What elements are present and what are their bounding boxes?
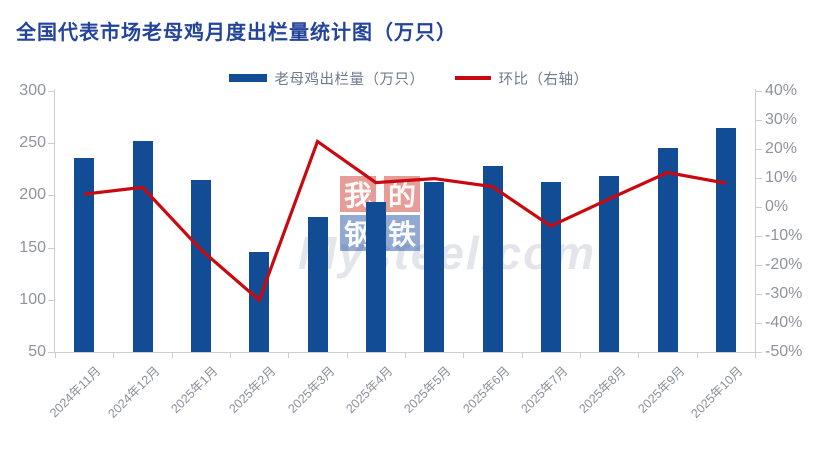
y-axis-left-line (54, 89, 55, 353)
bar-2025年5月 (424, 181, 445, 352)
chart-title: 全国代表市场老母鸡月度出栏量统计图（万只） (16, 22, 457, 44)
x-axis-tick (580, 353, 581, 358)
y-axis-left-tick (48, 299, 54, 301)
x-axis-tick (230, 353, 231, 358)
y-axis-right-tick-label: 10% (765, 169, 798, 186)
x-axis-tick (696, 353, 698, 358)
x-axis-tick (638, 353, 640, 358)
legend-item-bar-series: 老母鸡出栏量（万只） (228, 68, 425, 89)
y-axis-right-tick-label: 20% (765, 140, 798, 157)
y-axis-right-tick-label: -20% (765, 256, 803, 273)
y-axis-left-tick (48, 91, 54, 92)
y-axis-right-tick (756, 236, 762, 237)
y-axis-right-tick-label: -40% (765, 314, 803, 331)
legend-label-line-series: 环比（右轴） (498, 71, 589, 88)
x-axis-label: 2024年11月 (47, 363, 104, 421)
watermark-char: 的 (384, 176, 420, 212)
x-axis-label: 2024年12月 (105, 363, 163, 421)
y-axis-left-tick (48, 247, 54, 249)
y-axis-right-line (755, 89, 756, 353)
x-axis-label: 2025年10月 (688, 363, 746, 421)
legend: 老母鸡出栏量（万只） 环比（右轴） (0, 68, 817, 88)
y-axis-right-tick-label: 30% (765, 111, 798, 128)
y-axis-right-tick-label: -50% (765, 343, 803, 360)
y-axis-right-tick (756, 149, 762, 150)
x-axis-label: 2025年9月 (635, 363, 688, 416)
line-series-swatch-icon (454, 76, 491, 80)
x-axis-tick (346, 353, 348, 358)
y-axis-right-tick (756, 178, 762, 179)
x-axis-label: 2025年8月 (576, 363, 629, 416)
x-axis-label: 2025年2月 (226, 363, 279, 416)
y-axis-left-tick-label: 200 (19, 186, 46, 204)
y-axis-left-tick (48, 352, 54, 353)
legend-label-bar-series: 老母鸡出栏量（万只） (274, 71, 425, 88)
x-axis-label: 2025年6月 (460, 363, 513, 416)
x-axis-label: 2025年1月 (168, 363, 221, 416)
y-axis-left-tick-label: 100 (19, 290, 46, 308)
y-axis-right-tick-label: 40% (765, 82, 798, 99)
bar-2025年10月 (715, 127, 736, 352)
y-axis-right-tick-label: 0% (765, 198, 789, 215)
y-axis-right-tick (756, 207, 762, 208)
y-axis-right-tick (756, 91, 762, 92)
x-axis-tick (463, 353, 465, 358)
x-axis-label: 2025年7月 (518, 363, 571, 416)
bar-2024年12月 (132, 141, 153, 352)
x-axis-line (54, 352, 756, 353)
y-axis-left-tick (48, 143, 54, 145)
bar-2025年1月 (190, 179, 211, 352)
y-axis-right-tick (756, 294, 762, 295)
x-axis-tick (405, 353, 406, 358)
bar-2024年11月 (74, 157, 95, 352)
x-axis-label: 2025年5月 (401, 363, 454, 416)
bar-2025年7月 (540, 181, 561, 352)
y-axis-left-tick-label: 50 (28, 343, 46, 360)
y-axis-right-tick (756, 323, 762, 324)
x-axis-tick (288, 353, 290, 358)
bar-2025年8月 (599, 175, 620, 352)
bar-series-swatch-icon (228, 74, 267, 82)
y-axis-left-tick-label: 300 (19, 82, 46, 99)
y-axis-left-tick-label: 150 (19, 238, 46, 256)
x-axis-tick (113, 353, 115, 358)
y-axis-right-tick-label: -10% (765, 227, 803, 244)
x-axis-tick (55, 353, 56, 358)
bar-2025年6月 (482, 166, 503, 352)
legend-item-line-series: 环比（右轴） (454, 68, 589, 89)
y-axis-right-tick (756, 265, 762, 266)
watermark-char: 铁 (384, 215, 420, 251)
y-axis-left-tick (48, 195, 54, 197)
x-axis-tick (521, 353, 523, 358)
x-axis-label: 2025年3月 (285, 363, 338, 416)
y-axis-right-tick-label: -30% (765, 285, 803, 302)
x-axis-label: 2025年4月 (343, 363, 396, 416)
x-axis-tick (755, 353, 756, 358)
y-axis-right-tick (756, 120, 762, 121)
y-axis-left-tick-label: 250 (19, 134, 46, 152)
bar-2025年4月 (365, 201, 386, 352)
x-axis-tick (171, 353, 173, 358)
bar-2025年9月 (657, 148, 678, 352)
bar-2025年2月 (249, 251, 270, 352)
bar-2025年3月 (307, 217, 328, 352)
y-axis-right-tick (756, 352, 762, 353)
